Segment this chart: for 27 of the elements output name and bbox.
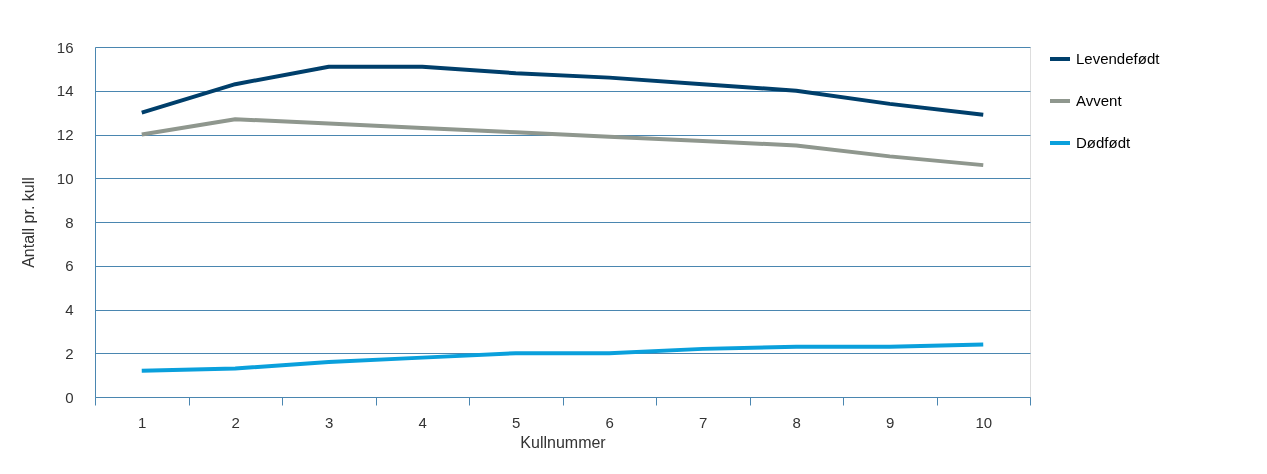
legend-label: Avvent — [1076, 92, 1123, 109]
x-tick-label: 6 — [605, 413, 614, 431]
x-tick-label: 2 — [231, 413, 240, 431]
y-tick-label: 14 — [56, 82, 74, 100]
y-tick-label: 2 — [65, 344, 74, 362]
x-tick-label: 1 — [138, 413, 147, 431]
y-tick-label: 6 — [65, 257, 74, 275]
line-series — [139, 64, 986, 117]
x-tick-label: 8 — [792, 413, 801, 431]
y-tick-label: 4 — [65, 301, 74, 318]
legend-label: Levendefødt — [1076, 50, 1161, 67]
y-tick-label: 10 — [56, 169, 74, 187]
x-axis-title: Kullnummer — [520, 433, 607, 451]
x-tick-label: 3 — [325, 413, 334, 431]
y-tick-label: 12 — [56, 126, 74, 143]
x-tick-label: 7 — [699, 413, 708, 431]
y-tick-label: 8 — [65, 213, 74, 231]
legend-label: Dødfødt — [1076, 134, 1132, 151]
y-tick-label: 16 — [56, 38, 74, 56]
x-tick-label: 5 — [512, 413, 521, 431]
line-series — [139, 342, 986, 373]
x-tick-label: 10 — [975, 413, 993, 431]
y-axis-title: Antall pr. kull — [19, 177, 37, 268]
y-tick-label: 0 — [65, 388, 74, 406]
x-tick-label: 9 — [886, 413, 895, 431]
line-series — [139, 117, 986, 168]
x-tick-label: 4 — [418, 413, 427, 431]
